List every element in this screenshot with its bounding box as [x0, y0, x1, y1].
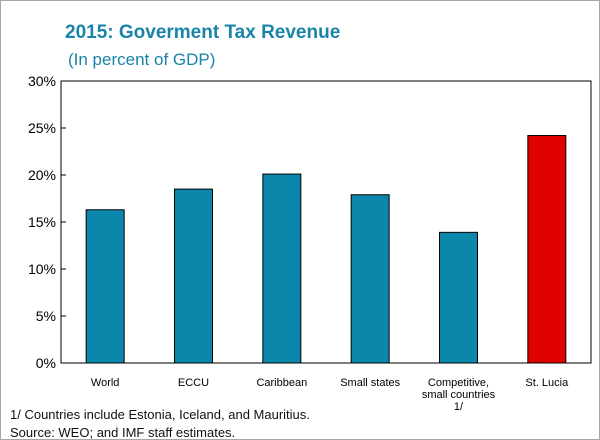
y-tick-label: 5%: [36, 308, 56, 324]
chart-title: 2015: Goverment Tax Revenue: [65, 22, 341, 43]
y-tick-label: 0%: [36, 355, 56, 371]
chart-subtitle: (In percent of GDP): [68, 50, 216, 69]
footnote: 1/ Countries include Estonia, Iceland, a…: [10, 407, 310, 422]
source-note: Source: WEO; and IMF staff estimates.: [10, 425, 236, 440]
y-tick-label: 30%: [28, 73, 56, 89]
bar-eccu: [174, 188, 213, 364]
x-tick-label: Caribbean: [256, 377, 307, 389]
y-tick-label: 25%: [28, 120, 56, 136]
bar-caribbean: [262, 173, 302, 364]
y-tick-label: 20%: [28, 167, 56, 183]
y-tick-label: 10%: [28, 261, 56, 277]
x-tick-label: ECCU: [178, 377, 209, 389]
x-tick-label: Small states: [340, 377, 400, 389]
plot-area: [60, 80, 592, 364]
x-tick-label: World: [91, 377, 120, 389]
x-tick-label: St. Lucia: [525, 377, 569, 389]
y-tick-label: 15%: [28, 214, 56, 230]
bar-st-lucia: [527, 135, 567, 364]
x-tick-label: Competitive, small countries 1/: [422, 377, 496, 413]
bar-world: [85, 209, 125, 364]
bar-competitive-small-countries-1: [439, 231, 478, 364]
bar-small-states: [350, 194, 390, 364]
